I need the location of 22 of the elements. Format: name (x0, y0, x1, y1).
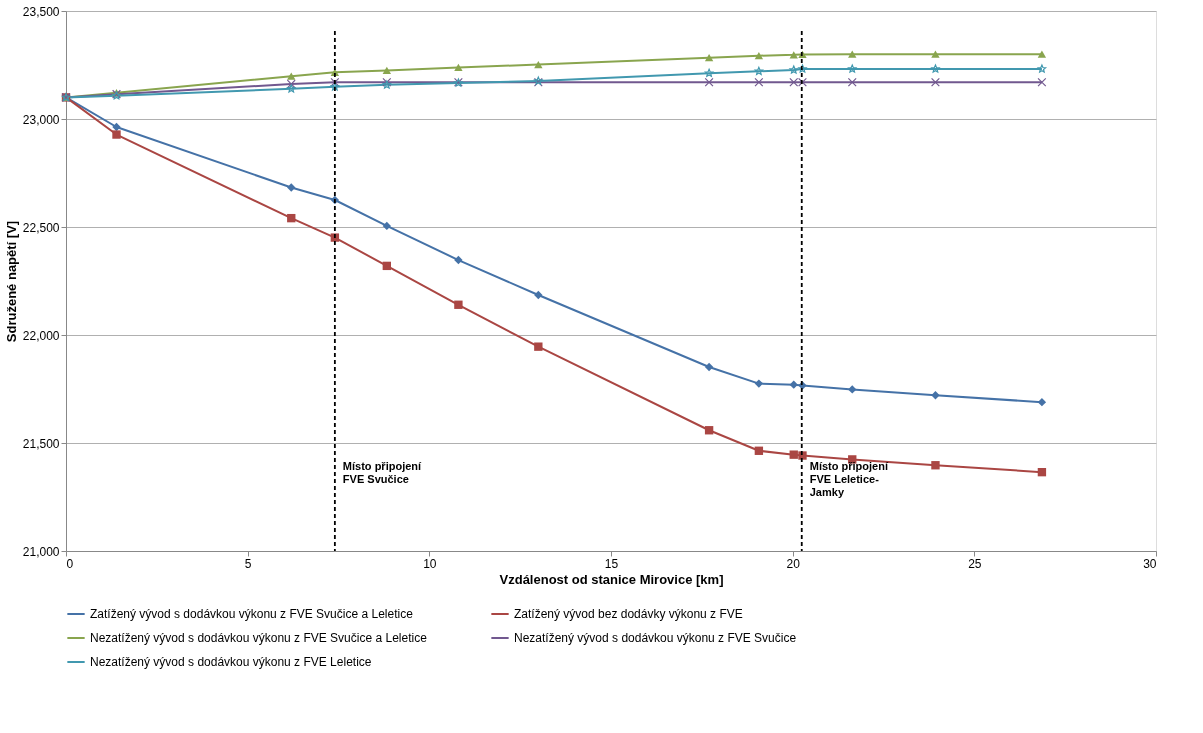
x-tick-label: 20 (786, 556, 801, 571)
x-tick-label: 0 (66, 556, 74, 571)
y-tick-label: 22,000 (22, 328, 60, 343)
legend-label: Nezatížený vývod s dodávkou výkonu z FVE Leletice (90, 655, 372, 669)
x-tick-label: 5 (244, 556, 252, 571)
y-axis-title: Sdružené napětí [V] (3, 220, 19, 343)
legend-label: Zatížený vývod s dodávkou výkonu z FVE Svučice a Leletice (90, 607, 414, 621)
y-tick-label: 22,500 (22, 220, 60, 235)
y-tick-label: 23,500 (22, 4, 60, 19)
legend-label: Zatížený vývod bez dodávky výkonu z FVE (514, 607, 743, 621)
legend-label: Nezatížený vývod s dodávkou výkonu z FVE Svučice a Leletice (90, 631, 428, 645)
legend-label: Nezatížený vývod s dodávkou výkonu z FVE Svučice (514, 631, 797, 645)
ref-line-label: Místo připojení FVE Leletice-Jamky (809, 460, 889, 498)
y-tick-label: 21,000 (22, 544, 60, 559)
x-tick-label: 25 (968, 556, 982, 571)
x-tick-label: 15 (604, 556, 619, 571)
y-tick-label: 23,000 (22, 112, 60, 127)
x-tick-label: 10 (423, 556, 437, 571)
ref-line-label: Místo připojení FVE Svučice (342, 460, 423, 485)
y-tick-label: 21,500 (22, 436, 60, 451)
x-tick-label: 30 (1143, 556, 1157, 571)
x-axis-title: Vzdálenost od stanice Mirovice [km] (499, 571, 724, 587)
